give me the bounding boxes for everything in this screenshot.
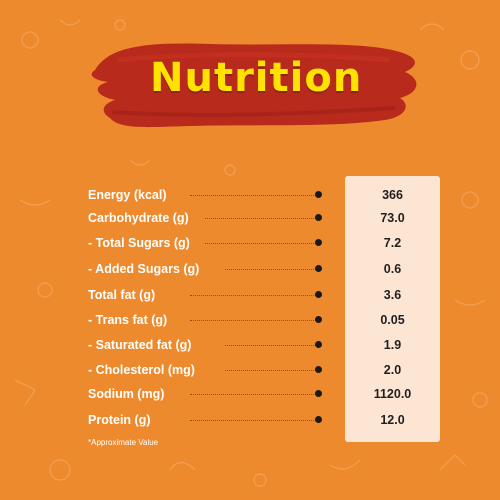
row-label: Sodium (mg) bbox=[88, 387, 165, 401]
leader-dots bbox=[190, 320, 316, 321]
row-value: 1120.0 bbox=[373, 387, 412, 401]
row-value: 7.2 bbox=[383, 236, 402, 250]
row-label: - Total Sugars (g) bbox=[88, 236, 190, 250]
row-label: Carbohydrate (g) bbox=[88, 211, 189, 225]
bullet-icon bbox=[315, 265, 322, 272]
row-value: 1.9 bbox=[383, 338, 402, 352]
leader-dots bbox=[225, 345, 316, 346]
row-label: Total fat (g) bbox=[88, 288, 156, 302]
nutrition-row-cholesterol: - Cholesterol (mg) 2.0 bbox=[0, 360, 500, 380]
nutrition-row-energy: Energy (kcal) 366 bbox=[0, 185, 500, 205]
row-label: Energy (kcal) bbox=[88, 188, 167, 202]
page-title: Nutrition bbox=[150, 55, 363, 101]
bullet-icon bbox=[315, 316, 322, 323]
bullet-icon bbox=[315, 239, 322, 246]
row-value: 0.05 bbox=[380, 313, 405, 327]
row-label: - Added Sugars (g) bbox=[88, 262, 200, 276]
nutrition-row-added-sugars: - Added Sugars (g) 0.6 bbox=[0, 259, 500, 279]
leader-dots bbox=[225, 370, 316, 371]
footnote: *Approximate Value bbox=[88, 438, 159, 447]
row-label: - Cholesterol (mg) bbox=[88, 363, 195, 377]
leader-dots bbox=[205, 243, 316, 244]
leader-dots bbox=[225, 269, 316, 270]
bullet-icon bbox=[315, 416, 322, 423]
values-panel bbox=[345, 176, 440, 442]
leader-dots bbox=[190, 394, 316, 395]
nutrition-row-total-fat: Total fat (g) 3.6 bbox=[0, 285, 500, 305]
leader-dots bbox=[190, 420, 316, 421]
row-value: 73.0 bbox=[380, 211, 405, 225]
bullet-icon bbox=[315, 291, 322, 298]
bullet-icon bbox=[315, 214, 322, 221]
leader-dots bbox=[190, 195, 316, 196]
row-label: - Saturated fat (g) bbox=[88, 338, 192, 352]
nutrition-row-saturated-fat: - Saturated fat (g) 1.9 bbox=[0, 335, 500, 355]
leader-dots bbox=[190, 295, 316, 296]
bullet-icon bbox=[315, 390, 322, 397]
nutrition-row-trans-fat: - Trans fat (g) 0.05 bbox=[0, 310, 500, 330]
bullet-icon bbox=[315, 366, 322, 373]
bullet-icon bbox=[315, 191, 322, 198]
nutrition-row-total-sugars: - Total Sugars (g) 7.2 bbox=[0, 233, 500, 253]
brush-stroke-banner bbox=[91, 43, 417, 128]
bullet-icon bbox=[315, 341, 322, 348]
leader-dots bbox=[205, 218, 316, 219]
nutrition-row-protein: Protein (g) 12.0 bbox=[0, 410, 500, 430]
nutrition-row-carbohydrate: Carbohydrate (g) 73.0 bbox=[0, 208, 500, 228]
nutrition-row-sodium: Sodium (mg) 1120.0 bbox=[0, 384, 500, 404]
row-value: 3.6 bbox=[383, 288, 402, 302]
row-label: Protein (g) bbox=[88, 413, 151, 427]
row-value: 12.0 bbox=[380, 413, 405, 427]
row-value: 0.6 bbox=[383, 262, 402, 276]
row-label: - Trans fat (g) bbox=[88, 313, 168, 327]
row-value: 2.0 bbox=[383, 363, 402, 377]
row-value: 366 bbox=[382, 188, 403, 202]
